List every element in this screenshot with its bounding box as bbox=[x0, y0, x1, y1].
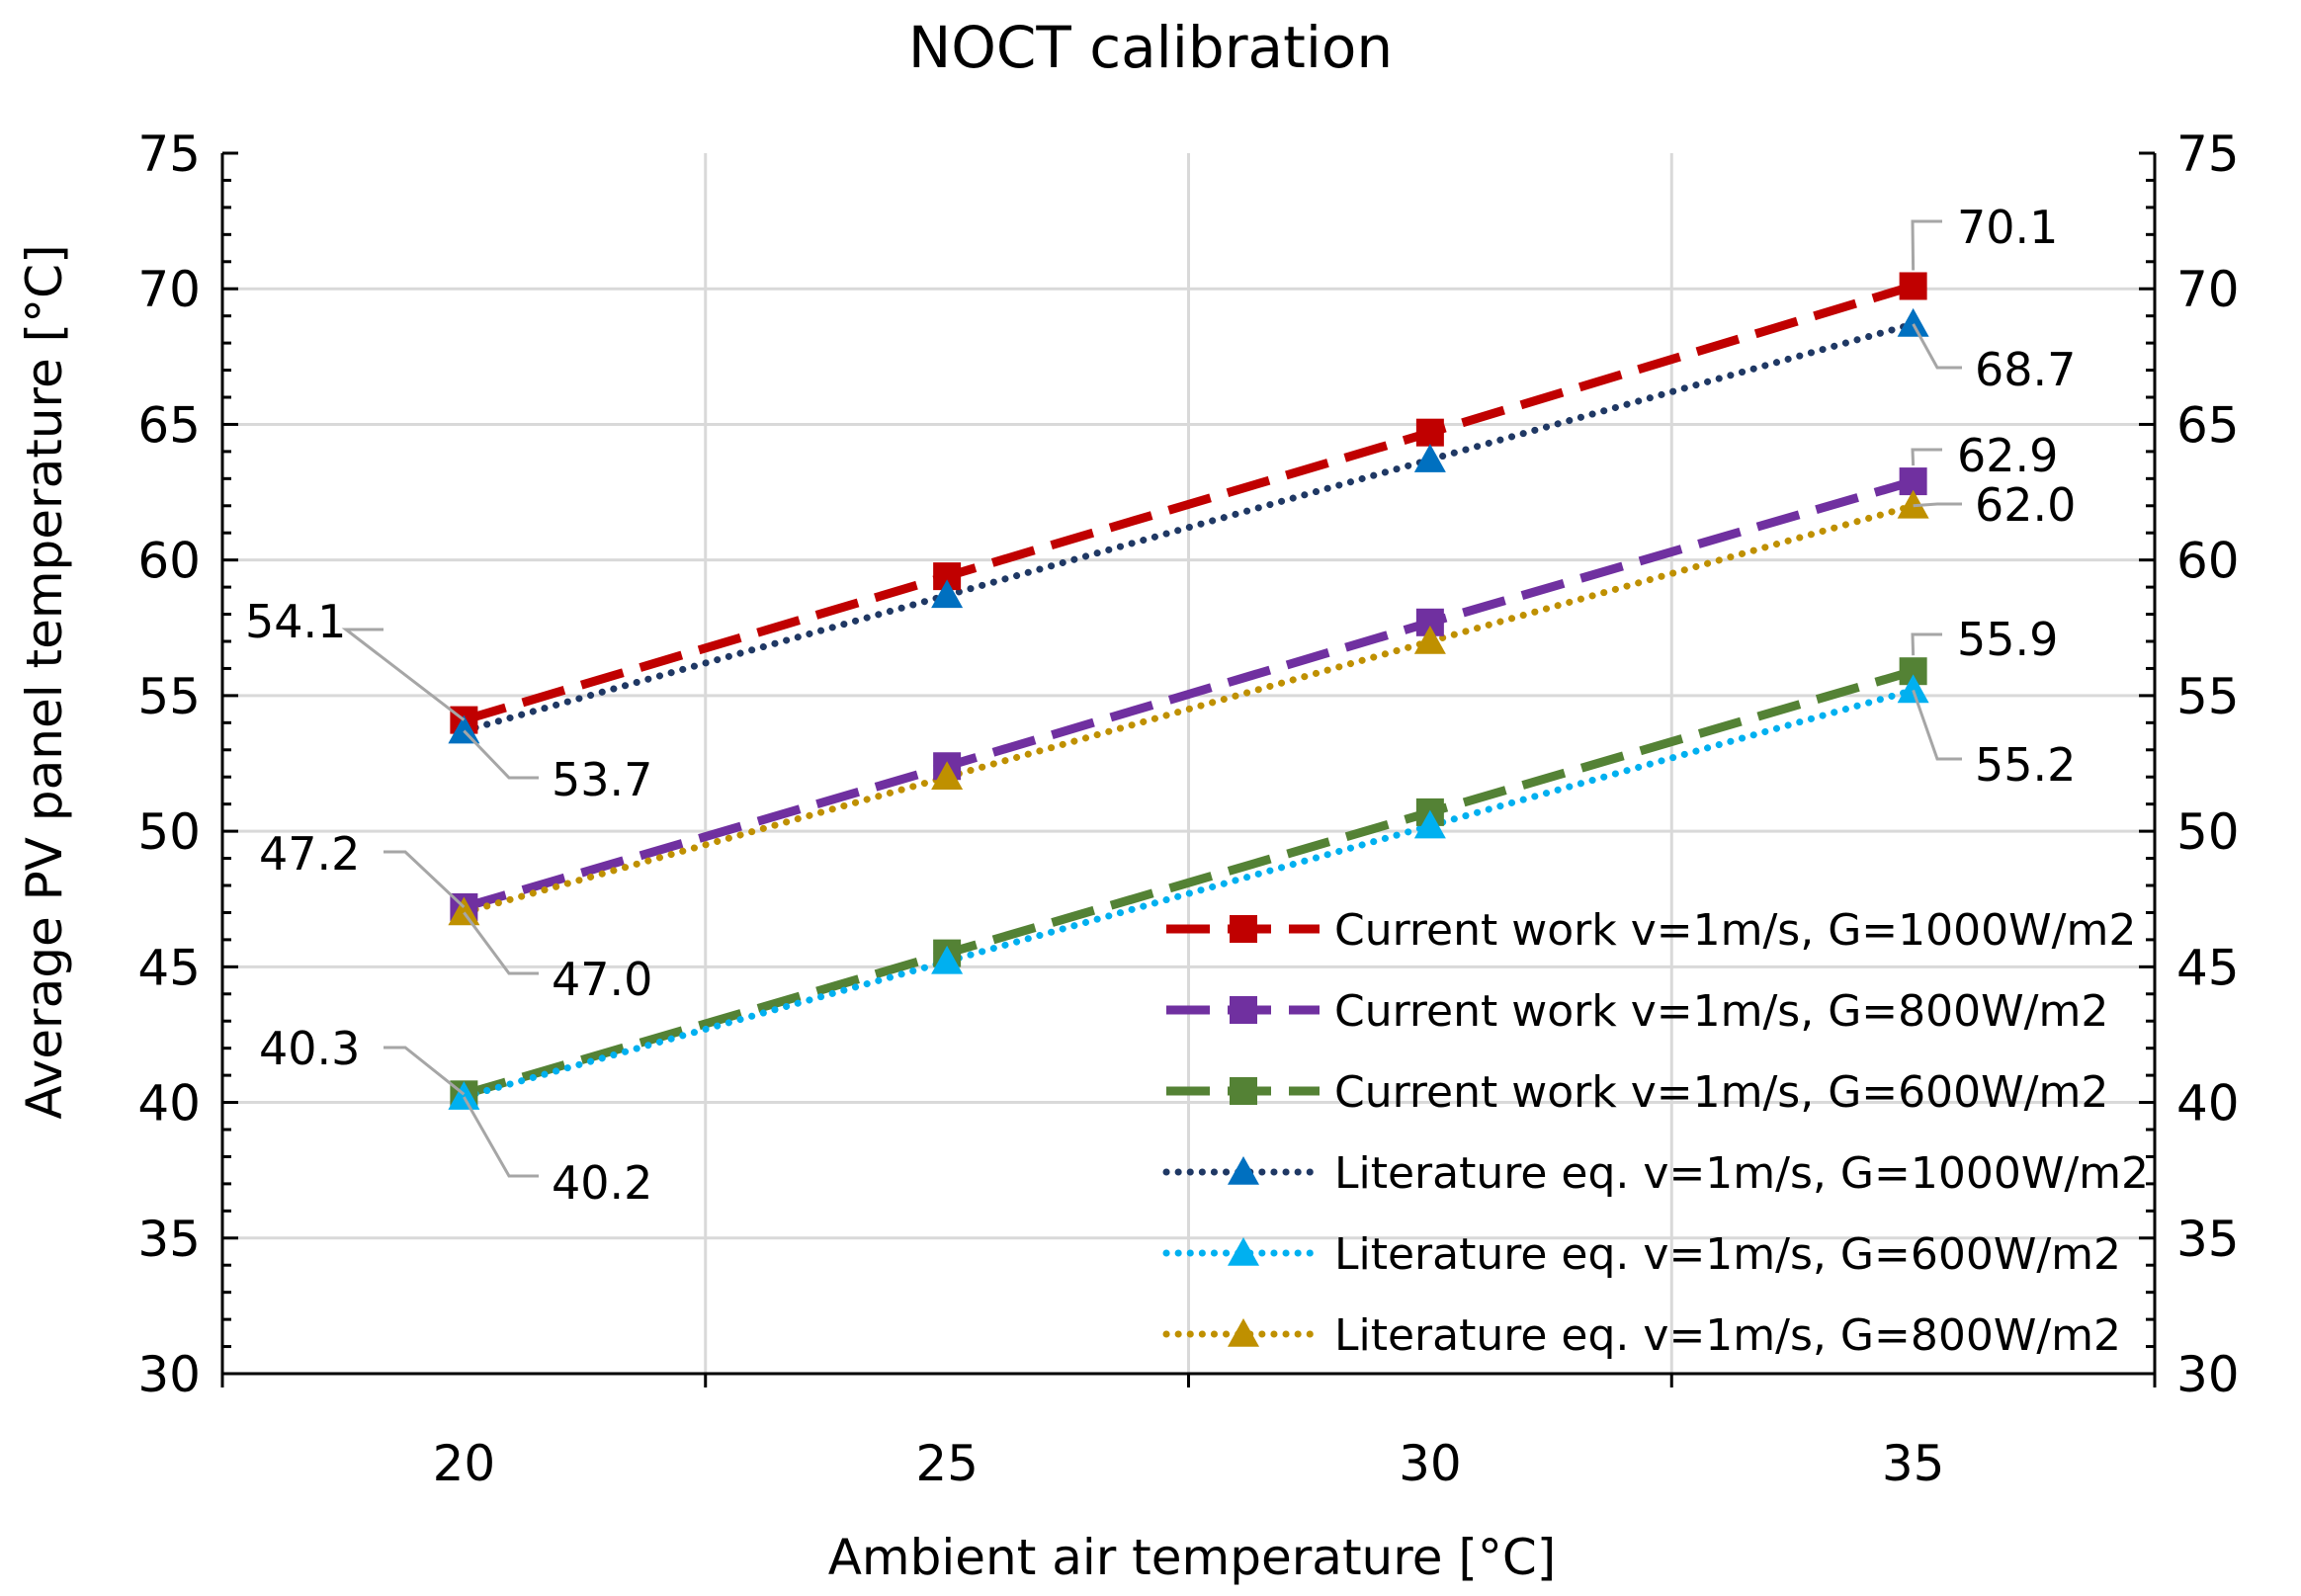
y-tick-label-left: 60 bbox=[137, 533, 201, 590]
y-tick-label-right: 40 bbox=[2176, 1075, 2240, 1133]
legend: Current work v=1m/s, G=1000W/m2 Current w… bbox=[1162, 905, 2149, 1361]
y-tick-label-left: 50 bbox=[137, 803, 201, 861]
series-4-point bbox=[448, 714, 480, 744]
data-label: 62.0 bbox=[1975, 478, 2076, 532]
data-label: 55.2 bbox=[1975, 738, 2076, 792]
y-tick-label-left: 40 bbox=[137, 1075, 201, 1133]
x-tick-label: 30 bbox=[1399, 1435, 1462, 1492]
series-6-point bbox=[1413, 626, 1446, 654]
y-tick-label-right: 50 bbox=[2176, 803, 2240, 861]
y-tick-label-left: 45 bbox=[137, 939, 201, 996]
series-6-point bbox=[1897, 489, 1929, 519]
legend-label-2: Current work v=1m/s, G=800W/m2 bbox=[1334, 986, 2108, 1037]
y-tick-label-right: 45 bbox=[2176, 939, 2240, 996]
data-label-leader bbox=[463, 1096, 539, 1178]
data-label: 40.3 bbox=[259, 1022, 360, 1075]
series-5-point bbox=[931, 945, 964, 974]
y-tick-label-right: 75 bbox=[2176, 126, 2240, 183]
legend-marker-6 bbox=[1228, 1318, 1259, 1347]
data-label: 53.7 bbox=[552, 753, 652, 806]
legend-marker-4 bbox=[1228, 1156, 1259, 1185]
data-label: 54.1 bbox=[245, 595, 346, 648]
data-label-leader bbox=[1912, 689, 1962, 761]
legend-marker-1 bbox=[1230, 915, 1257, 943]
y-tick-label-right: 30 bbox=[2176, 1346, 2240, 1403]
series-6-point bbox=[448, 896, 480, 926]
legend-label-6: Literature eq. v=1m/s, G=800W/m2 bbox=[1334, 1310, 2121, 1361]
series-lines bbox=[460, 282, 1918, 1101]
data-label: 47.0 bbox=[552, 953, 652, 1006]
x-tick-label: 20 bbox=[433, 1435, 496, 1492]
series-line-6 bbox=[460, 502, 1918, 916]
legend-label-3: Current work v=1m/s, G=600W/m2 bbox=[1334, 1067, 2108, 1118]
y-tick-label-left: 30 bbox=[137, 1346, 201, 1403]
data-label-leader bbox=[1911, 448, 1942, 466]
legend-label-4: Literature eq. v=1m/s, G=1000W/m2 bbox=[1334, 1148, 2149, 1199]
series-4-point bbox=[931, 579, 964, 609]
legend-marker-3 bbox=[1230, 1077, 1257, 1105]
data-label-leader bbox=[463, 729, 539, 780]
series-4-point bbox=[1413, 444, 1446, 472]
series-line-5 bbox=[460, 686, 1918, 1101]
legend-marker-2 bbox=[1230, 996, 1257, 1024]
series-1-point bbox=[1899, 272, 1927, 300]
series-5-point bbox=[448, 1081, 480, 1110]
series-5-point bbox=[1413, 809, 1446, 839]
y-tick-label-left: 65 bbox=[137, 396, 201, 454]
data-label-leader bbox=[1911, 219, 1942, 271]
data-label: 68.7 bbox=[1975, 343, 2076, 396]
data-label: 47.2 bbox=[259, 827, 360, 881]
data-label-leader bbox=[384, 850, 466, 909]
data-label-leader bbox=[463, 911, 539, 975]
series-5-point bbox=[1897, 674, 1929, 704]
y-axis-title: Average PV panel temperature [°C] bbox=[16, 244, 73, 1119]
y-tick-label-left: 75 bbox=[137, 126, 201, 183]
legend-label-1: Current work v=1m/s, G=1000W/m2 bbox=[1334, 905, 2136, 956]
data-label-leader bbox=[1911, 632, 1942, 656]
data-label: 70.1 bbox=[1957, 201, 2058, 254]
chart-title: NOCT calibration bbox=[908, 14, 1393, 81]
data-label-leader bbox=[1913, 502, 1962, 508]
y-tick-label-left: 70 bbox=[137, 261, 201, 318]
series-line-2 bbox=[463, 476, 1915, 912]
y-tick-label-right: 55 bbox=[2176, 668, 2240, 725]
y-tick-label-right: 65 bbox=[2176, 396, 2240, 454]
data-label: 55.9 bbox=[1957, 613, 2058, 666]
y-tick-label-right: 35 bbox=[2176, 1211, 2240, 1268]
series-line-1 bbox=[463, 282, 1915, 724]
series-6-point bbox=[931, 761, 964, 791]
series-4-point bbox=[1897, 307, 1929, 337]
y-tick-label-right: 70 bbox=[2176, 261, 2240, 318]
axes bbox=[220, 151, 2157, 1387]
y-tick-label-left: 35 bbox=[137, 1211, 201, 1268]
legend-marker-5 bbox=[1228, 1237, 1259, 1266]
series-line-3 bbox=[463, 666, 1915, 1099]
y-tick-label-right: 60 bbox=[2176, 533, 2240, 590]
data-label: 40.2 bbox=[552, 1156, 652, 1210]
data-label-leader bbox=[1912, 323, 1962, 370]
legend-label-5: Literature eq. v=1m/s, G=600W/m2 bbox=[1334, 1229, 2121, 1280]
data-label-leader bbox=[384, 1046, 466, 1096]
data-label-leader bbox=[341, 628, 466, 721]
x-tick-label: 25 bbox=[915, 1435, 979, 1492]
data-labels: 54.1 53.7 47.2 47.0 40.3 40.2 70.1 68.7 62.962.0… bbox=[245, 201, 2076, 1210]
data-label: 62.9 bbox=[1957, 429, 2058, 482]
tick-labels: 30 30 35 35 40 40 45 45 50 50 55 55 60 60 65 65 70 70 75 75… bbox=[137, 126, 2239, 1492]
series-1-point bbox=[1415, 418, 1444, 447]
y-tick-label-left: 55 bbox=[137, 668, 201, 725]
x-tick-label: 35 bbox=[1882, 1435, 1945, 1492]
series-line-4 bbox=[460, 320, 1918, 735]
x-axis-title: Ambient air temperature [°C] bbox=[828, 1529, 1557, 1586]
